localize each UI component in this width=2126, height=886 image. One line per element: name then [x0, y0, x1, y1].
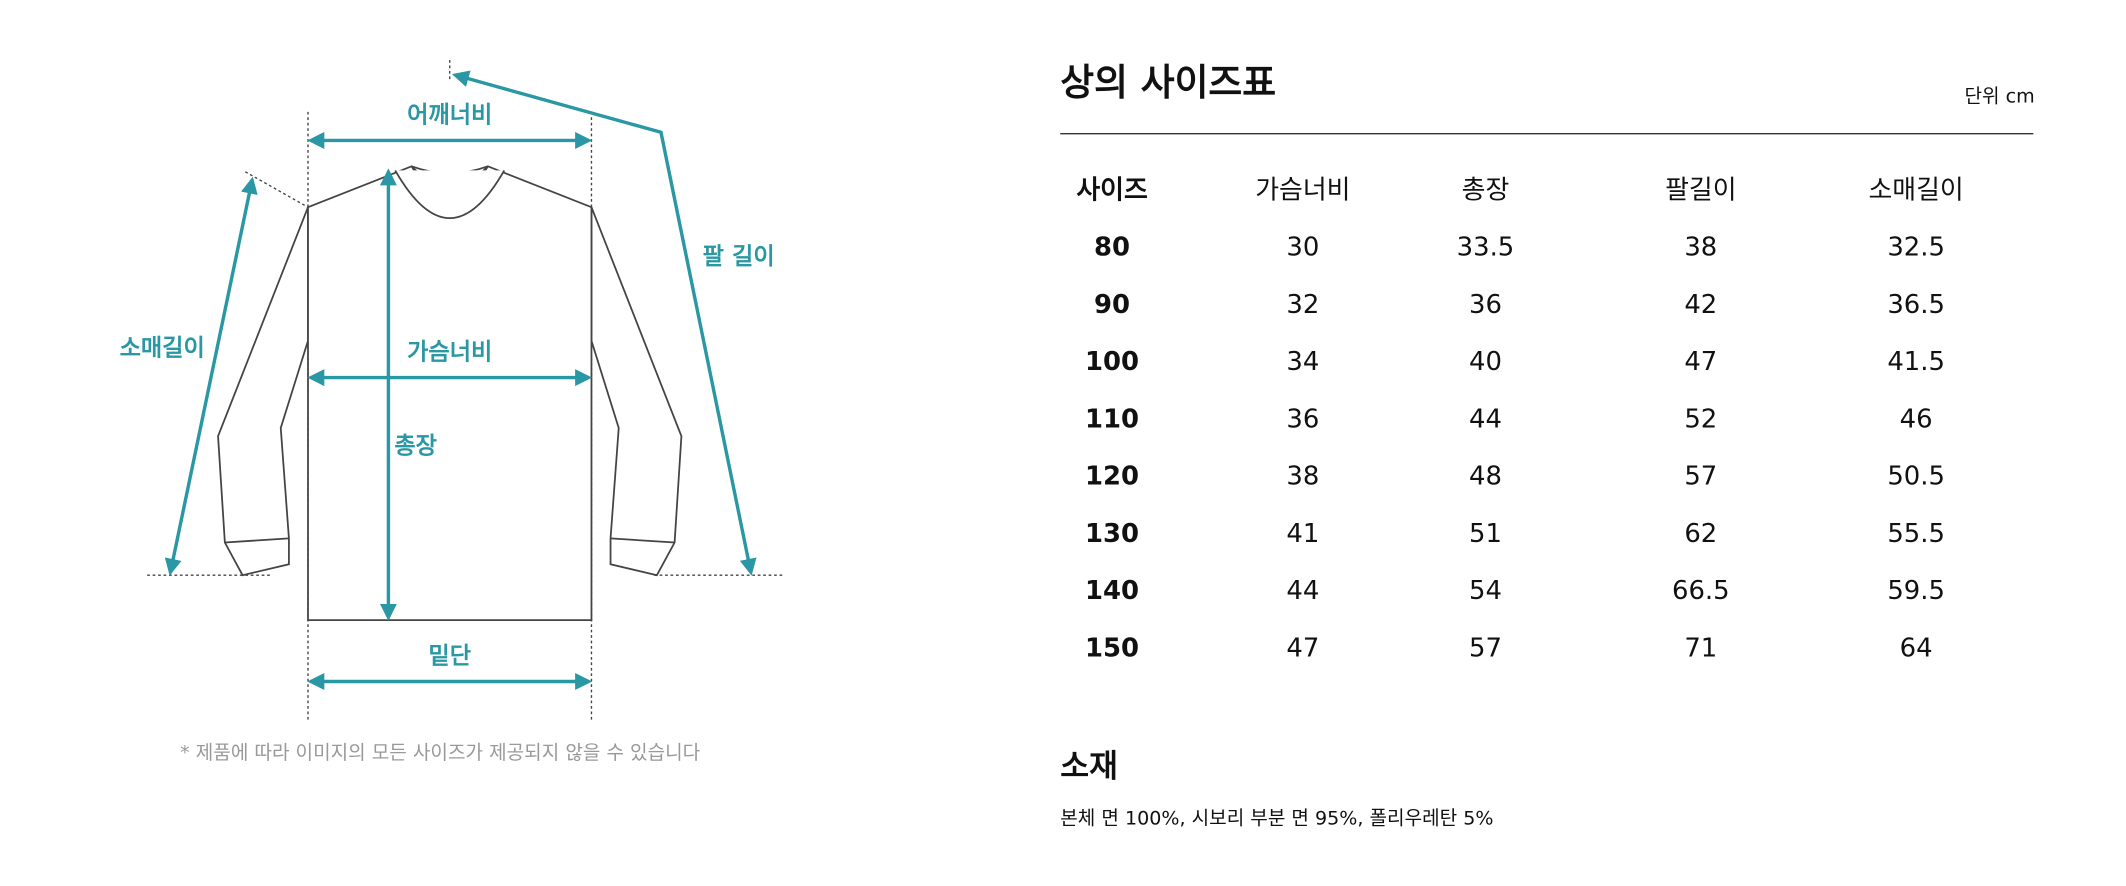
label: 가슴너비	[407, 340, 492, 366]
cell: 48	[1469, 462, 1502, 492]
cell: 140	[1085, 576, 1139, 606]
cell: 100	[1085, 347, 1139, 377]
cell: 71	[1684, 633, 1717, 663]
cell: 66.5	[1672, 576, 1730, 606]
title: 상의 사이즈표	[1060, 61, 1276, 104]
header-cell: 팔길이	[1665, 175, 1736, 205]
cell: 36	[1469, 290, 1502, 320]
note: * 제품에 따라 이미지의 모든 사이즈가 제공되지 않을 수 있습니다	[180, 742, 701, 764]
label: 총장	[394, 434, 437, 460]
cell: 55.5	[1887, 519, 1945, 549]
cell: 57	[1469, 633, 1502, 663]
cell: 47	[1286, 633, 1319, 663]
cell: 150	[1085, 633, 1139, 663]
cell: 47	[1684, 347, 1717, 377]
cell: 44	[1286, 576, 1319, 606]
cell: 36	[1286, 404, 1319, 434]
header-cell: 사이즈	[1076, 175, 1147, 205]
label: 어깨너비	[407, 102, 492, 128]
cell: 50.5	[1887, 462, 1945, 492]
cell: 41	[1286, 519, 1319, 549]
cell: 44	[1469, 404, 1502, 434]
cell: 32.5	[1887, 233, 1945, 263]
cell: 120	[1085, 462, 1139, 492]
cell: 34	[1286, 347, 1319, 377]
cell: 57	[1684, 462, 1717, 492]
cell: 90	[1094, 290, 1130, 320]
cell: 38	[1286, 462, 1319, 492]
material-text: 본체 면 100%, 시보리 부분 면 95%, 폴리우레탄 5%	[1060, 808, 1493, 830]
label: 팔 길이	[703, 244, 775, 270]
unit: 단위 cm	[1965, 85, 2035, 107]
cell: 62	[1684, 519, 1717, 549]
cell: 80	[1094, 233, 1130, 263]
cell: 36.5	[1887, 290, 1945, 320]
cell: 46	[1900, 404, 1933, 434]
cell: 40	[1469, 347, 1502, 377]
cell: 38	[1684, 233, 1717, 263]
cell: 64	[1900, 633, 1933, 663]
shirt-diagram: 어깨너비 가슴너비 총장 밑단 소매길이 팔 길이 * 제품에 따라 이미지의 …	[120, 60, 783, 764]
label: 밑단	[428, 643, 471, 669]
cell: 59.5	[1887, 576, 1945, 606]
header-cell: 총장	[1462, 175, 1510, 205]
cell: 110	[1085, 404, 1139, 434]
cell: 30	[1286, 233, 1319, 263]
cell: 130	[1085, 519, 1139, 549]
label: 소매길이	[120, 335, 205, 361]
cell: 54	[1469, 576, 1502, 606]
header-cell: 가슴너비	[1255, 175, 1350, 205]
cell: 42	[1684, 290, 1717, 320]
cell: 52	[1684, 404, 1717, 434]
size-table: 상의 사이즈표 단위 cm 사이즈 가슴너비 총장 팔길이 소매길이 80 30 33.5 38…	[1060, 61, 2035, 663]
cell: 33.5	[1457, 233, 1515, 263]
cell: 41.5	[1887, 347, 1945, 377]
cell: 32	[1286, 290, 1319, 320]
cell: 51	[1469, 519, 1502, 549]
material-title: 소재	[1060, 748, 1118, 784]
header-cell: 소매길이	[1869, 175, 1964, 205]
